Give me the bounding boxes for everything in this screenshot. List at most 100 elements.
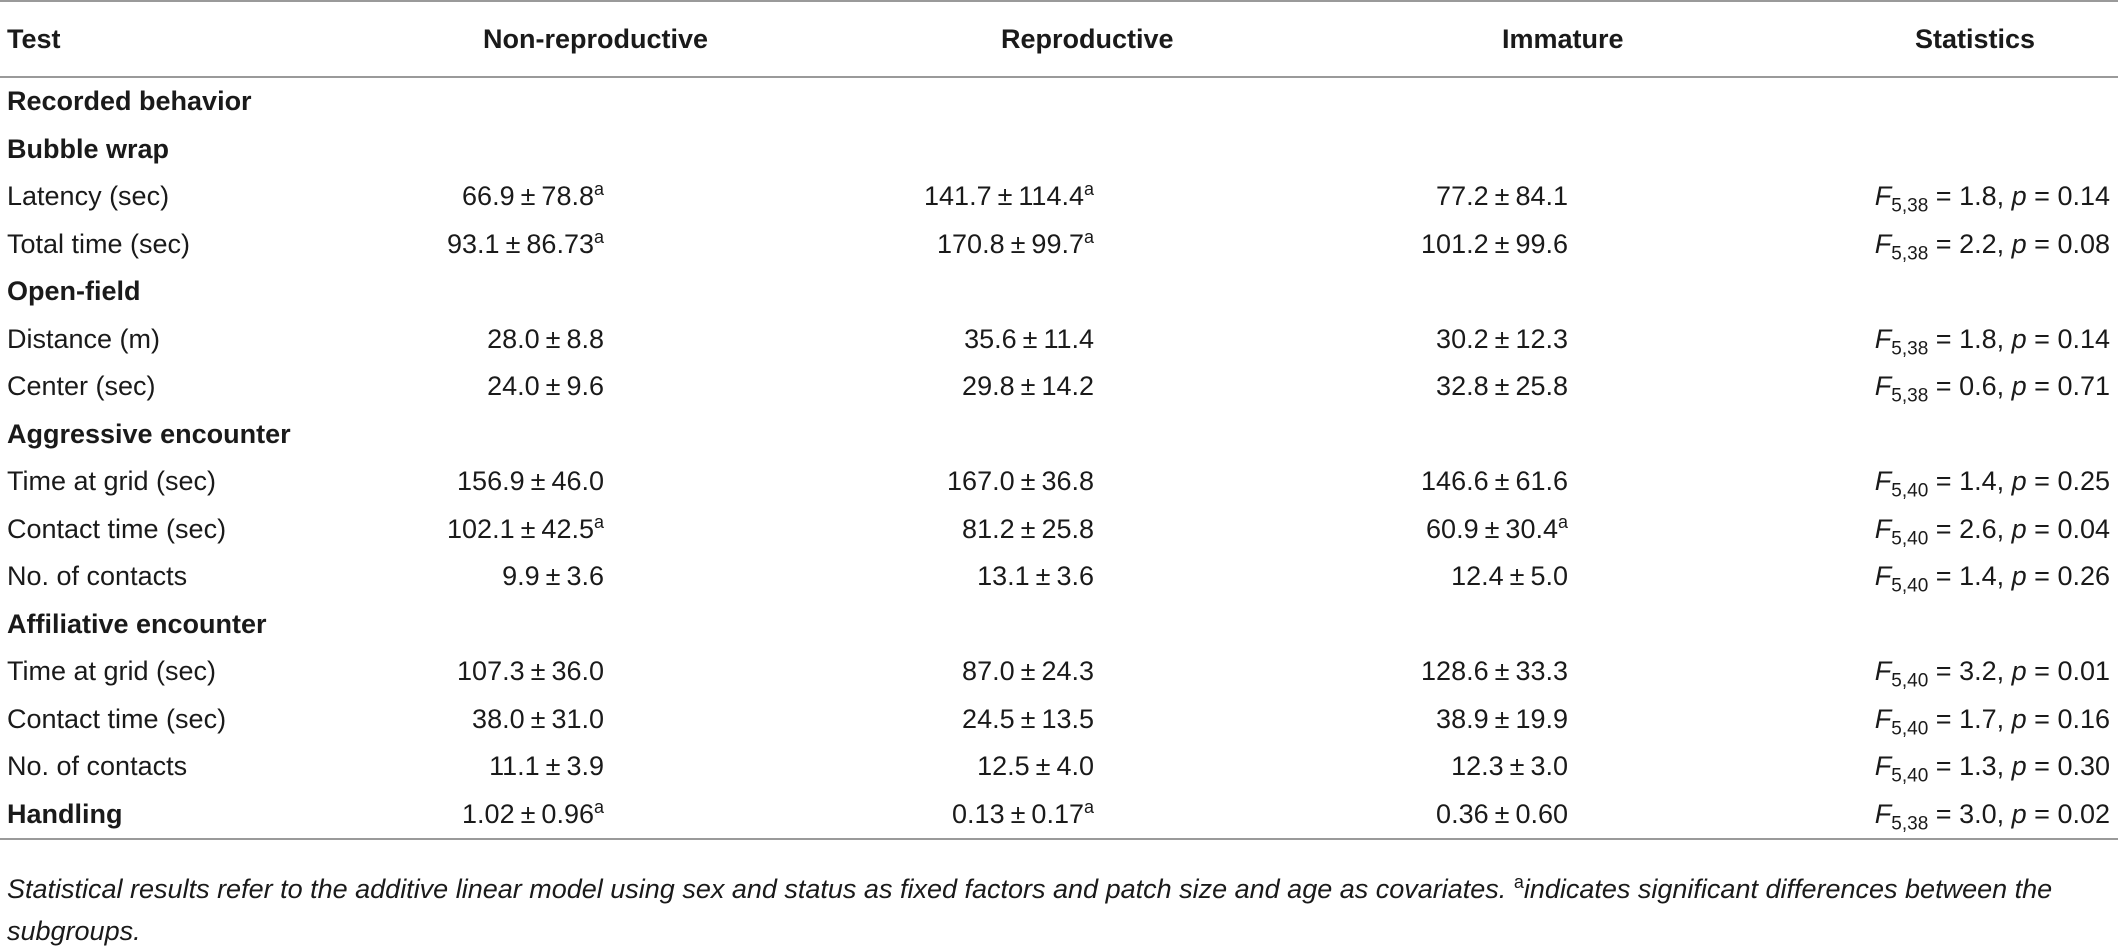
f-value: 1.3: [1959, 751, 1997, 781]
sd-value: 36.0: [551, 656, 604, 686]
mean-value: 28.0: [487, 323, 540, 354]
f-value: 1.4: [1959, 561, 1997, 591]
f-value: 0.6: [1959, 371, 1997, 401]
statistics-cell: F5,38 = 2.2, p = 0.08: [1875, 221, 2110, 269]
degrees-of-freedom: 5,40: [1891, 527, 1929, 549]
plus-minus: ±: [1494, 228, 1510, 259]
section-label: Recorded behavior: [7, 86, 252, 116]
p-letter: p: [2011, 228, 2027, 259]
plus-minus: ±: [505, 228, 521, 259]
equals-sign: =: [1928, 228, 1960, 259]
sd-value: 99.7: [1031, 228, 1084, 259]
p-letter: p: [2011, 513, 2027, 544]
value-cell-rep: 0.13 ±0.17a: [952, 791, 1094, 839]
section-label: Bubble wrap: [7, 133, 170, 164]
significance-mark: a: [593, 226, 604, 247]
sd-value: 13.5: [1041, 703, 1094, 734]
table-row: Time at grid (sec) 107.3 ±36.0 87.0 ±24.3 128…: [0, 648, 2118, 696]
row-label: Latency (sec): [7, 181, 170, 211]
mean-value: 128.6: [1421, 656, 1489, 686]
plus-minus: ±: [530, 703, 546, 734]
row-label: Handling: [7, 798, 123, 829]
plus-minus: ±: [1494, 703, 1510, 734]
sd-value: 3.6: [566, 561, 604, 591]
f-value: 1.8: [1959, 181, 1997, 211]
mean-value: 12.5: [977, 751, 1030, 781]
separator: ,: [1996, 466, 2012, 496]
equals-sign: =: [1928, 561, 1960, 591]
value-cell-imm: 77.2 ±84.1: [1436, 173, 1568, 221]
equals-sign: =: [2026, 181, 2058, 211]
plus-minus: ±: [1494, 656, 1510, 686]
f-letter: F: [1874, 371, 1892, 401]
sd-value: 3.0: [1530, 751, 1568, 781]
plus-minus: ±: [530, 466, 546, 496]
value-cell-rep: 170.8 ±99.7a: [937, 221, 1094, 269]
f-letter: F: [1874, 181, 1892, 211]
p-letter: p: [2011, 181, 2027, 211]
mean-value: 24.0: [487, 371, 540, 401]
plus-minus: ±: [1494, 371, 1510, 401]
row-label: Distance (m): [7, 323, 161, 354]
table-row: No. of contacts 9.9 ±3.6 13.1 ±3.6 12.4 ±5.0 F5…: [0, 553, 2118, 601]
plus-minus: ±: [997, 181, 1013, 211]
statistics-cell: F5,40 = 1.7, p = 0.16: [1875, 696, 2110, 744]
value-cell-nonrep: 107.3 ±36.0: [457, 648, 604, 696]
equals-sign: =: [1928, 323, 1960, 354]
significance-mark: a: [1083, 226, 1094, 247]
sd-value: 0.96: [541, 798, 594, 829]
f-letter: F: [1874, 703, 1892, 734]
mean-value: 141.7: [924, 181, 992, 211]
value-cell-rep: 13.1 ±3.6: [977, 553, 1094, 601]
p-value: 0.25: [2057, 466, 2110, 496]
footnote-text-1: Statistical results refer to the additiv…: [7, 874, 1514, 904]
separator: ,: [1996, 656, 2012, 686]
sd-value: 86.73: [526, 228, 594, 259]
row-label: Center (sec): [7, 371, 156, 401]
separator: ,: [1996, 703, 2012, 734]
row-label: No. of contacts: [7, 561, 188, 591]
p-letter: p: [2011, 798, 2027, 829]
value-cell-imm: 60.9 ±30.4a: [1426, 506, 1568, 554]
sd-value: 46.0: [551, 466, 604, 496]
value-cell-rep: 35.6 ±11.4: [964, 316, 1094, 364]
p-value: 0.08: [2057, 228, 2110, 259]
statistics-cell: F5,40 = 3.2, p = 0.01: [1875, 648, 2110, 696]
sd-value: 19.9: [1515, 703, 1568, 734]
plus-minus: ±: [1035, 561, 1051, 591]
value-cell-rep: 12.5 ±4.0: [977, 743, 1094, 791]
f-letter: F: [1874, 323, 1892, 354]
degrees-of-freedom: 5,38: [1891, 195, 1929, 217]
section-label: Open-field: [7, 276, 141, 306]
degrees-of-freedom: 5,40: [1891, 480, 1929, 502]
mean-value: 167.0: [947, 466, 1015, 496]
plus-minus: ±: [530, 656, 546, 686]
mean-value: 35.6: [964, 323, 1017, 354]
degrees-of-freedom: 5,38: [1891, 812, 1929, 834]
plus-minus: ±: [1484, 513, 1500, 544]
value-cell-imm: 0.36 ±0.60: [1436, 791, 1568, 839]
table-row: Time at grid (sec) 156.9 ±46.0 167.0 ±36.8 14…: [0, 458, 2118, 506]
table-row: Center (sec) 24.0 ±9.6 29.8 ±14.2 32.8 ±25.8 F5…: [0, 363, 2118, 411]
value-cell-nonrep: 11.1 ±3.9: [489, 743, 604, 791]
p-value: 0.71: [2057, 371, 2110, 401]
value-cell-rep: 81.2 ±25.8: [962, 506, 1094, 554]
sd-value: 5.0: [1530, 561, 1568, 591]
separator: ,: [1996, 561, 2012, 591]
mean-value: 101.2: [1421, 228, 1489, 259]
plus-minus: ±: [1509, 561, 1525, 591]
sd-value: 3.6: [1056, 561, 1094, 591]
p-letter: p: [2011, 561, 2027, 591]
sd-value: 25.8: [1515, 371, 1568, 401]
p-value: 0.04: [2057, 513, 2110, 544]
section-row: Bubble wrap: [0, 126, 2118, 174]
value-cell-nonrep: 9.9 ±3.6: [502, 553, 604, 601]
plus-minus: ±: [1020, 513, 1036, 544]
sd-value: 0.17: [1031, 798, 1084, 829]
value-cell-nonrep: 1.02 ±0.96a: [462, 791, 604, 839]
separator: ,: [1996, 181, 2012, 211]
plus-minus: ±: [1494, 323, 1510, 354]
significance-mark: a: [1083, 179, 1094, 199]
mean-value: 11.1: [489, 751, 540, 781]
f-value: 2.2: [1959, 228, 1997, 259]
